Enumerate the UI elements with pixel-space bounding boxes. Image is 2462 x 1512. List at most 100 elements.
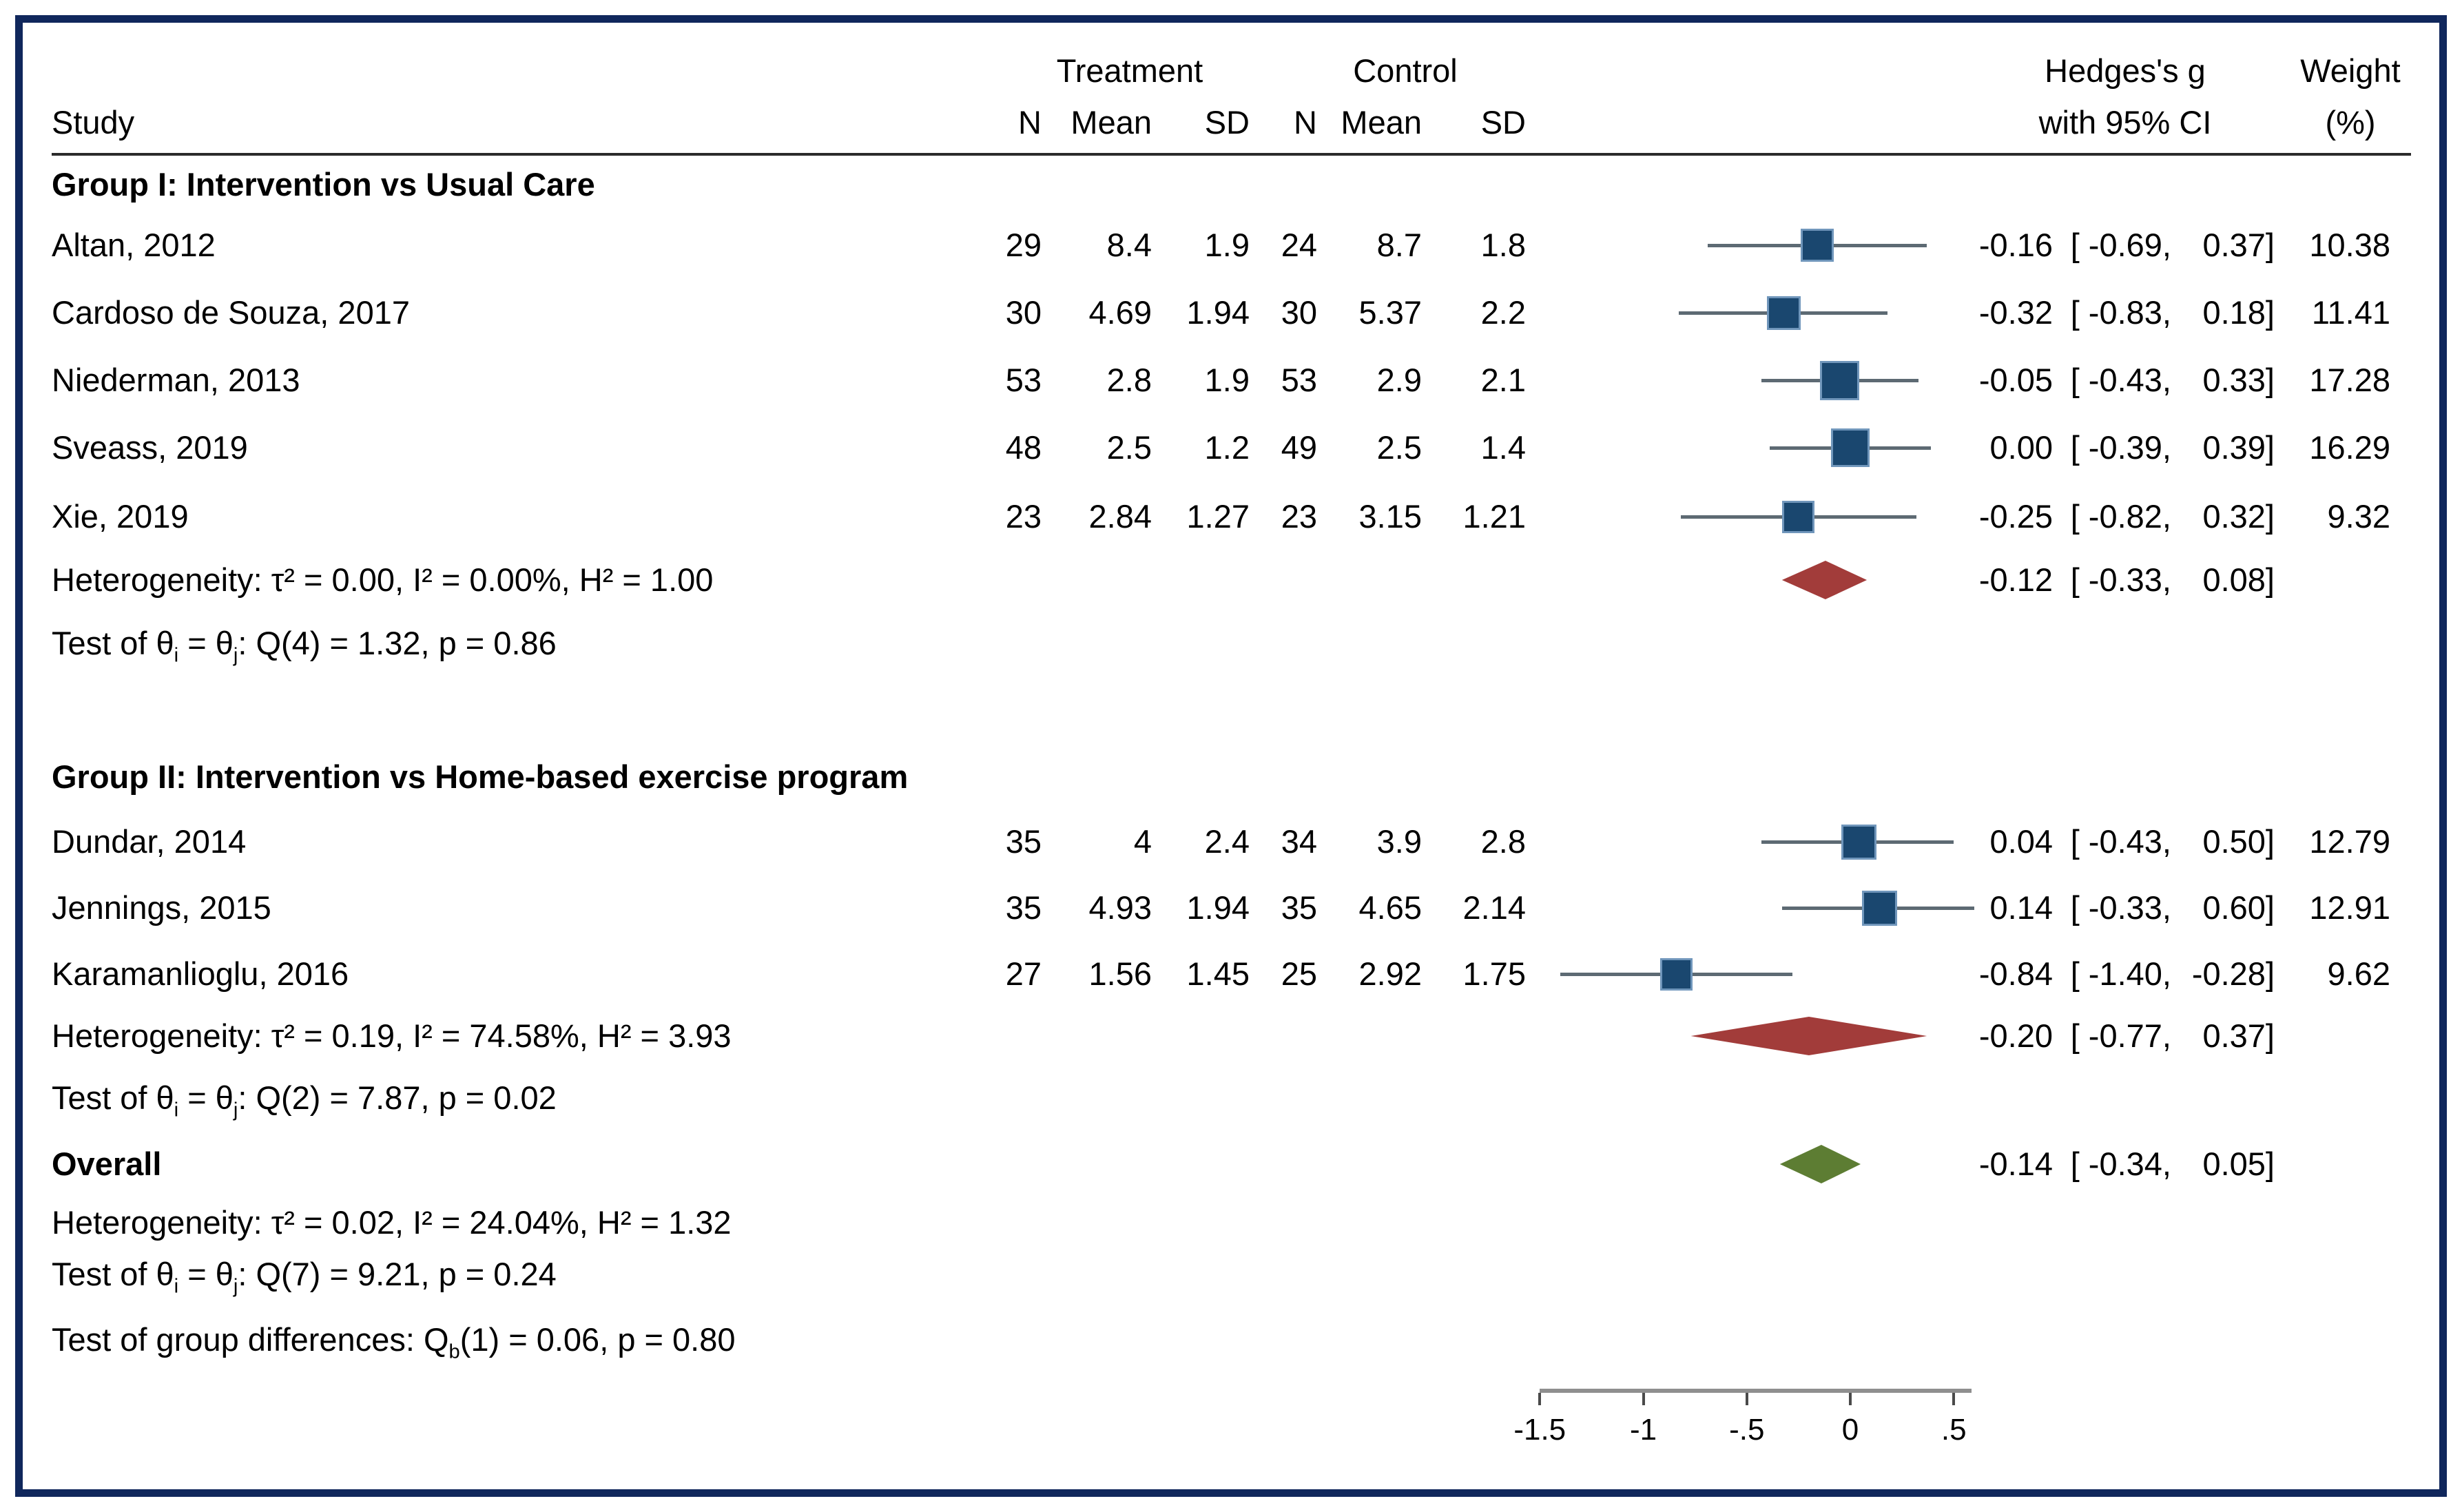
treatment-mean-value: 4.93 [1088,889,1152,926]
ci-upper: 0.39] [2202,429,2275,466]
test-text: Test of θi = θj: Q(7) = 9.21, p = 0.24 [52,1256,557,1298]
effect-square [1841,824,1876,860]
col-header-control-mean: Mean [1341,104,1422,141]
effect-square [1820,360,1860,400]
treatment-n-value: 48 [1005,429,1042,466]
treatment-n-value: 35 [1005,823,1042,860]
control-n-value: 49 [1281,429,1317,466]
ci-lower: [ -0.82, [2070,498,2171,535]
ci-lower: [ -0.43, [2070,362,2171,398]
heterogeneity-text: Heterogeneity: τ² = 0.00, I² = 0.00%, H²… [52,561,714,598]
treatment-n-value: 35 [1005,889,1042,926]
study-label: Jennings, 2015 [52,889,271,926]
effect-estimate: 0.00 [1989,429,2053,466]
effect-square [1800,229,1834,262]
ci-lower: [ -0.43, [2070,823,2171,860]
control-sd-value: 1.75 [1462,955,1526,992]
treatment-n-value: 53 [1005,362,1042,398]
x-axis-tick [1538,1393,1542,1405]
weight-value: 17.28 [2309,362,2390,398]
effect-square [1782,500,1815,533]
col-header-weight-line2: (%) [2325,104,2376,141]
treatment-n-value: 23 [1005,498,1042,535]
effect-estimate: -0.32 [1978,294,2053,331]
control-n-value: 30 [1281,294,1317,331]
summary-diamond [1781,561,1868,599]
control-n-value: 34 [1281,823,1317,860]
ci-upper: 0.08] [2202,561,2275,598]
weight-value: 9.62 [2327,955,2390,992]
group-difference-text: Test of group differences: Qb(1) = 0.06,… [52,1321,736,1363]
col-header-effect-line1: Hedges's g [2045,52,2206,89]
weight-value: 9.32 [2327,498,2390,535]
ci-upper: 0.33] [2202,362,2275,398]
ci-upper: 0.32] [2202,498,2275,535]
weight-value: 12.91 [2309,889,2390,926]
group-title: Group I: Intervention vs Usual Care [52,166,595,203]
x-axis-tick-label: .5 [1941,1413,1967,1447]
test-text: Test of θi = θj: Q(4) = 1.32, p = 0.86 [52,625,557,667]
x-axis-tick [1642,1393,1645,1405]
treatment-sd-value: 1.9 [1204,362,1250,398]
x-axis-tick-label: -.5 [1729,1413,1765,1447]
ci-upper: 0.50] [2202,823,2275,860]
weight-value: 10.38 [2309,227,2390,263]
treatment-sd-value: 1.94 [1186,889,1250,926]
study-label: Karamanlioglu, 2016 [52,955,349,992]
ci-lower: [ -0.69, [2070,227,2171,263]
effect-estimate: -0.14 [1978,1146,2053,1182]
ci-upper: 0.37] [2202,227,2275,263]
col-header-treatment-sd: SD [1204,104,1250,141]
x-axis-tick [1849,1393,1852,1405]
col-header-study: Study [52,104,135,141]
treatment-sd-value: 1.2 [1204,429,1250,466]
treatment-sd-value: 1.45 [1186,955,1250,992]
weight-value: 12.79 [2309,823,2390,860]
treatment-mean-value: 2.5 [1106,429,1152,466]
effect-estimate: -0.84 [1978,955,2053,992]
study-label: Sveass, 2019 [52,429,248,466]
x-axis [1540,1389,1972,1393]
ci-upper: 0.37] [2202,1017,2275,1054]
col-header-treatment: Treatment [1056,52,1203,89]
test-text: Test of θi = θj: Q(2) = 7.87, p = 0.02 [52,1079,557,1121]
x-axis-tick [1745,1393,1748,1405]
treatment-sd-value: 1.9 [1204,227,1250,263]
control-mean-value: 8.7 [1376,227,1422,263]
group-title: Group II: Intervention vs Home-based exe… [52,758,909,795]
control-sd-value: 2.8 [1480,823,1526,860]
col-header-treatment-mean: Mean [1070,104,1152,141]
control-mean-value: 4.65 [1358,889,1422,926]
header-divider-rule [52,153,2411,156]
control-sd-value: 1.21 [1462,498,1526,535]
col-header-control-sd: SD [1480,104,1526,141]
treatment-mean-value: 4.69 [1088,294,1152,331]
col-header-weight-line1: Weight [2300,52,2401,89]
effect-square [1660,957,1693,991]
control-n-value: 35 [1281,889,1317,926]
control-mean-value: 2.5 [1376,429,1422,466]
control-mean-value: 3.15 [1358,498,1422,535]
heterogeneity-text: Heterogeneity: τ² = 0.19, I² = 74.58%, H… [52,1017,732,1054]
control-mean-value: 5.37 [1358,294,1422,331]
treatment-n-value: 27 [1005,955,1042,992]
treatment-mean-value: 1.56 [1088,955,1152,992]
control-sd-value: 2.14 [1462,889,1526,926]
treatment-mean-value: 4 [1133,823,1152,860]
treatment-mean-value: 2.84 [1088,498,1152,535]
treatment-mean-value: 2.8 [1106,362,1152,398]
effect-square [1831,428,1870,467]
study-label: Xie, 2019 [52,498,189,535]
treatment-n-value: 29 [1005,227,1042,263]
effect-square [1767,296,1801,330]
treatment-n-value: 30 [1005,294,1042,331]
control-n-value: 25 [1281,955,1317,992]
x-axis-tick [1952,1393,1956,1405]
ci-upper: 0.05] [2202,1146,2275,1182]
summary-diamond [1690,1017,1927,1055]
col-header-control-n: N [1294,104,1317,141]
effect-estimate: 0.04 [1989,823,2053,860]
x-axis-tick-label: 0 [1841,1413,1859,1447]
study-label: Cardoso de Souza, 2017 [52,294,410,331]
effect-estimate: -0.16 [1978,227,2053,263]
